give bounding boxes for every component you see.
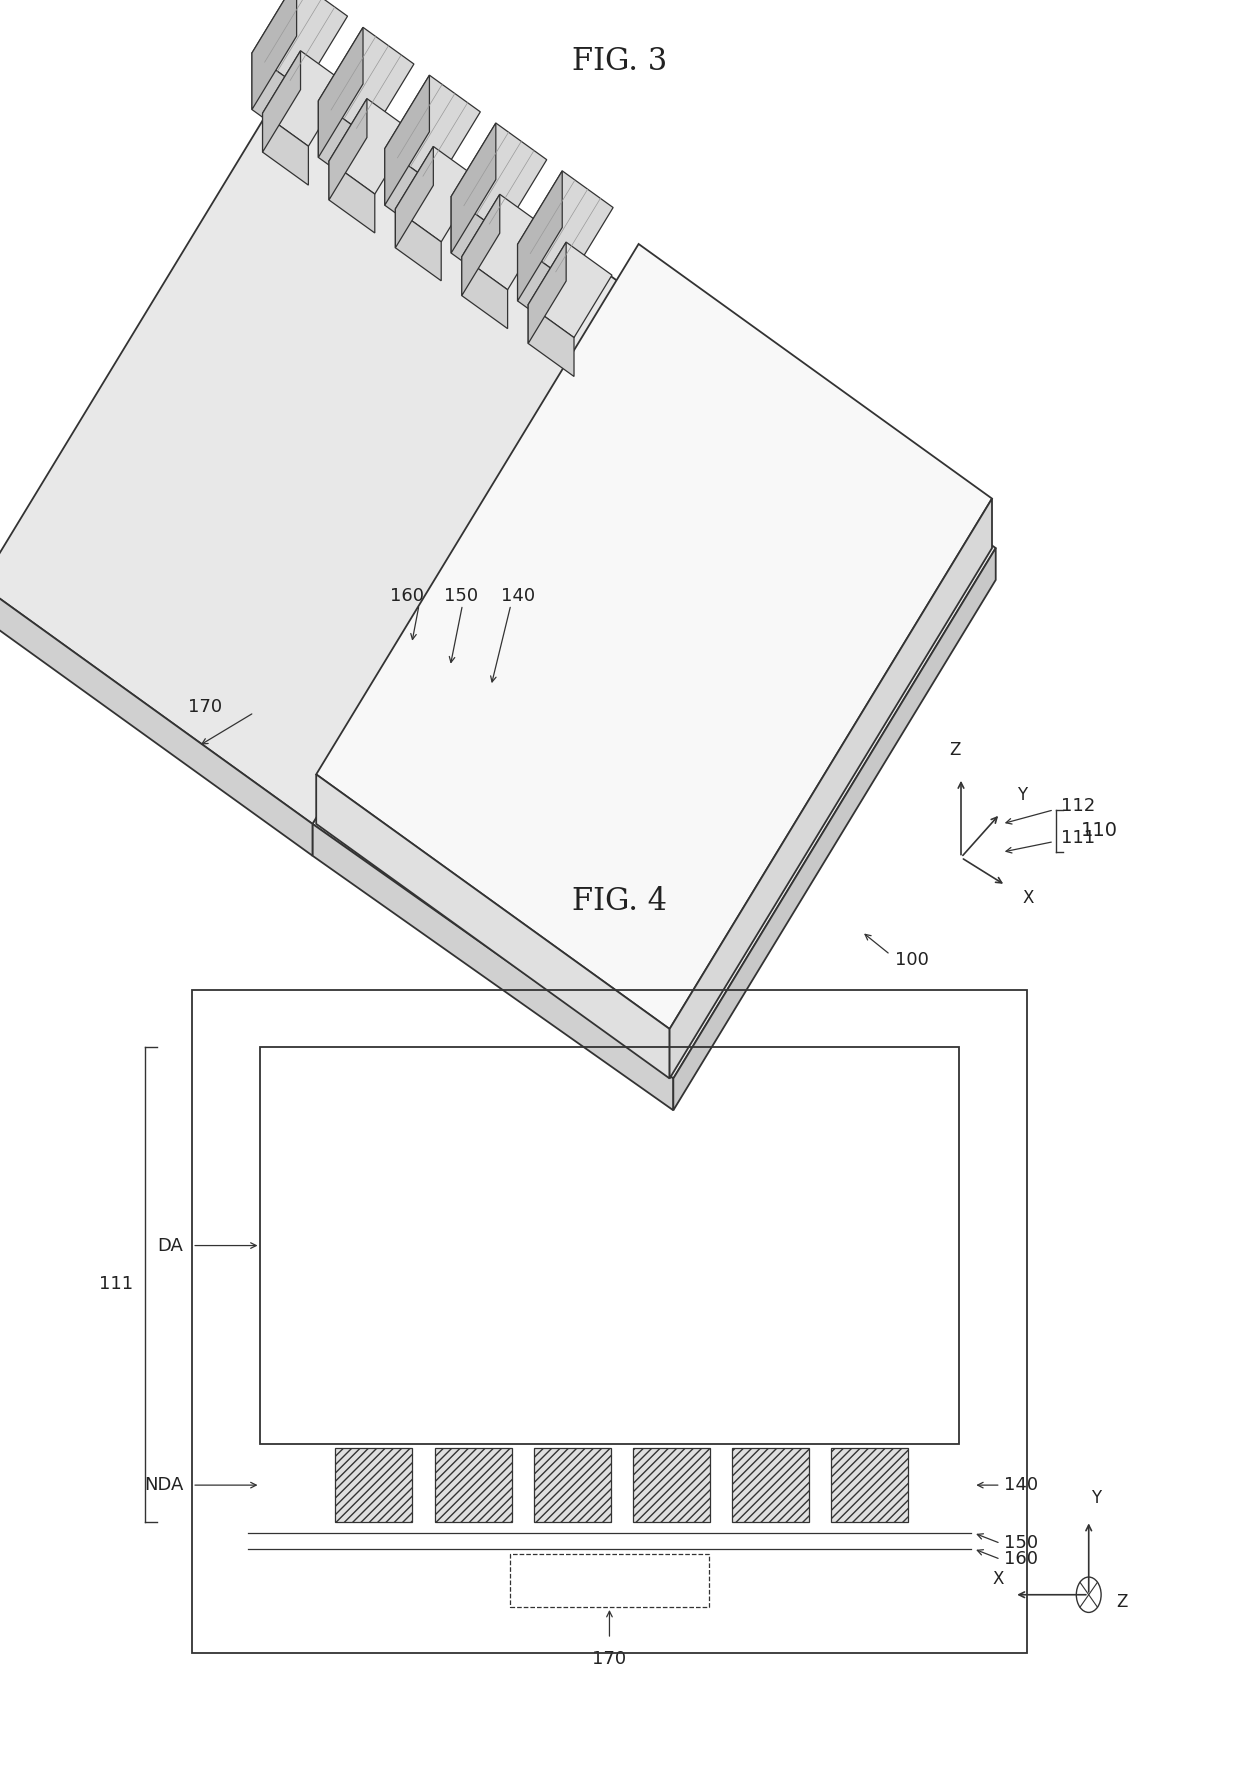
Text: 112: 112	[1061, 797, 1096, 815]
Text: FIG. 3: FIG. 3	[573, 46, 667, 78]
Bar	[335, 1448, 412, 1522]
Polygon shape	[319, 27, 363, 157]
Text: Y: Y	[1017, 785, 1028, 804]
Bar	[732, 1448, 810, 1522]
Polygon shape	[329, 99, 413, 194]
Polygon shape	[461, 256, 507, 329]
Text: 170: 170	[593, 1650, 626, 1667]
Text: 111: 111	[1061, 829, 1096, 847]
Text: 140: 140	[1004, 1476, 1039, 1494]
Polygon shape	[319, 27, 414, 138]
Polygon shape	[384, 76, 480, 186]
Polygon shape	[528, 242, 567, 343]
Text: Y: Y	[1091, 1489, 1101, 1506]
Text: X: X	[992, 1570, 1004, 1588]
Polygon shape	[517, 171, 613, 281]
Polygon shape	[517, 171, 562, 301]
Polygon shape	[384, 76, 429, 205]
Polygon shape	[263, 51, 346, 147]
Polygon shape	[451, 124, 547, 233]
Polygon shape	[396, 147, 433, 248]
Polygon shape	[252, 53, 303, 147]
Polygon shape	[0, 55, 635, 824]
Polygon shape	[252, 0, 296, 110]
Bar	[533, 1448, 610, 1522]
Text: 110: 110	[1081, 822, 1118, 840]
Bar	[832, 1448, 909, 1522]
Text: 111: 111	[98, 1275, 133, 1294]
Text: 160: 160	[389, 587, 424, 605]
Polygon shape	[384, 149, 435, 242]
Bar	[260, 1047, 959, 1444]
Text: Z: Z	[1116, 1593, 1127, 1611]
Bar	[511, 1554, 709, 1607]
Polygon shape	[673, 548, 996, 1110]
Polygon shape	[528, 304, 574, 377]
Bar	[435, 1448, 512, 1522]
Polygon shape	[451, 196, 502, 290]
Text: 170: 170	[188, 698, 223, 716]
Text: 150: 150	[1004, 1535, 1039, 1552]
Polygon shape	[312, 824, 673, 1110]
Polygon shape	[396, 209, 441, 281]
Polygon shape	[451, 124, 496, 253]
Polygon shape	[252, 0, 347, 90]
Polygon shape	[263, 51, 300, 152]
Polygon shape	[316, 244, 992, 1029]
Text: NDA: NDA	[144, 1476, 184, 1494]
Polygon shape	[319, 101, 370, 194]
Polygon shape	[263, 113, 309, 186]
Polygon shape	[517, 244, 568, 338]
Polygon shape	[461, 194, 500, 295]
Polygon shape	[396, 147, 479, 242]
Polygon shape	[329, 99, 367, 200]
Polygon shape	[528, 242, 613, 338]
Text: 140: 140	[501, 587, 536, 605]
Polygon shape	[312, 293, 996, 1078]
Text: DA: DA	[157, 1236, 184, 1255]
Bar	[632, 1448, 711, 1522]
Polygon shape	[670, 499, 992, 1078]
Text: 160: 160	[1004, 1551, 1038, 1568]
Polygon shape	[316, 774, 670, 1078]
Polygon shape	[461, 194, 546, 290]
Polygon shape	[329, 161, 374, 233]
Polygon shape	[0, 585, 312, 856]
Text: FIG. 4: FIG. 4	[573, 886, 667, 918]
Text: 100: 100	[895, 951, 929, 969]
Text: 150: 150	[444, 587, 479, 605]
Text: Z: Z	[949, 741, 961, 758]
Bar	[192, 990, 1027, 1653]
Text: X: X	[1022, 889, 1034, 907]
